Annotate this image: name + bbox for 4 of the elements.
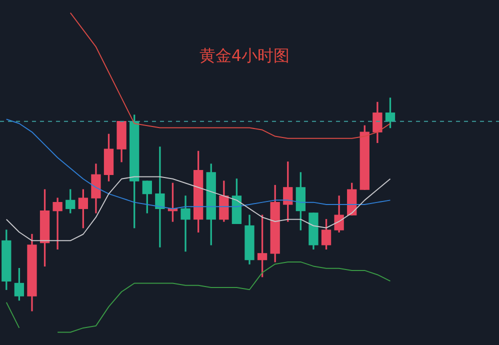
chart-title: 黄金4小时图 — [199, 46, 290, 66]
candlestick — [155, 146, 165, 248]
candlestick — [52, 198, 62, 250]
candlestick — [180, 196, 190, 252]
